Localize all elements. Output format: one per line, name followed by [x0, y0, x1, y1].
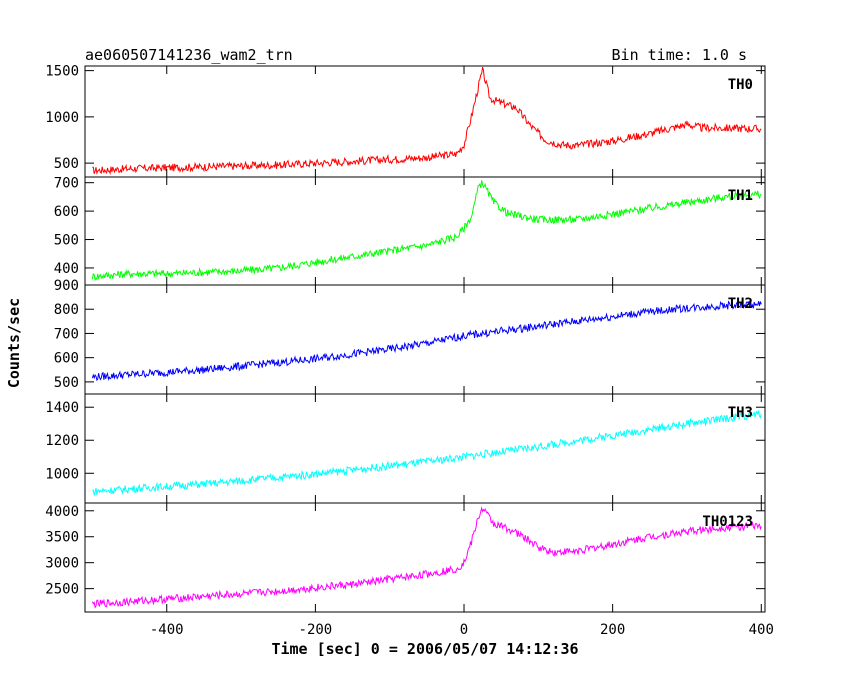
panel-frame — [84, 176, 766, 286]
panel-label: TH1 — [728, 188, 753, 204]
y-tick-label: 700 — [54, 176, 79, 192]
series-line-th1 — [91, 180, 762, 281]
y-tick-label: 1000 — [45, 466, 79, 482]
series-line-th0123 — [91, 506, 762, 609]
x-tick-label: 400 — [749, 622, 774, 638]
y-tick-label: 500 — [54, 233, 79, 249]
y-tick-label: 500 — [54, 375, 79, 391]
panel-label: TH0 — [728, 77, 753, 93]
y-tick-label: 1500 — [45, 64, 79, 80]
series-line-th3 — [92, 409, 762, 497]
panel-label: TH2 — [728, 296, 753, 312]
y-tick-label: 700 — [54, 326, 79, 342]
y-tick-label: 4000 — [45, 504, 79, 520]
y-tick-label: 800 — [54, 302, 79, 318]
panel-label: TH3 — [728, 405, 753, 421]
panel-th0123: 2500 3000 3500 4000 TH0123 — [45, 502, 766, 613]
panels: 500 1000 1500 TH0 400 500 600 700 TH1 500 600 700 80… — [45, 64, 774, 638]
series-line-th2 — [91, 300, 762, 382]
y-axis-title: Counts/sec — [5, 298, 23, 388]
x-axis-title: Time [sec] 0 = 2006/05/07 14:12:36 — [271, 640, 578, 658]
y-tick-label: 2500 — [45, 582, 79, 598]
x-tick-label: 200 — [600, 622, 625, 638]
chart-title: ae060507141236_wam2_trn — [85, 46, 293, 64]
panel-label: TH0123 — [702, 514, 753, 530]
y-tick-label: 400 — [54, 261, 79, 277]
series-line-th0 — [92, 66, 762, 176]
panel-frame — [84, 502, 766, 613]
bin-time-label: Bin time: 1.0 s — [612, 46, 747, 64]
panel-frame — [84, 284, 766, 395]
y-tick-label: 1400 — [45, 400, 79, 416]
x-tick-label: -400 — [150, 622, 184, 638]
y-tick-label: 3000 — [45, 556, 79, 572]
panel-th0: 500 1000 1500 TH0 — [45, 64, 766, 178]
y-tick-label: 1200 — [45, 433, 79, 449]
x-tick-label: -200 — [299, 622, 333, 638]
panel-th1: 400 500 600 700 TH1 — [54, 176, 766, 286]
y-tick-label: 500 — [54, 156, 79, 172]
y-tick-label: 600 — [54, 204, 79, 220]
panel-th2: 500 600 700 800 900 TH2 — [54, 278, 766, 395]
y-tick-label: 1000 — [45, 110, 79, 126]
y-tick-label: 900 — [54, 278, 79, 294]
panel-th3: 1000 1200 1400 TH3 — [45, 393, 766, 504]
y-tick-label: 3500 — [45, 530, 79, 546]
x-tick-label: 0 — [460, 622, 468, 638]
y-tick-label: 600 — [54, 351, 79, 367]
